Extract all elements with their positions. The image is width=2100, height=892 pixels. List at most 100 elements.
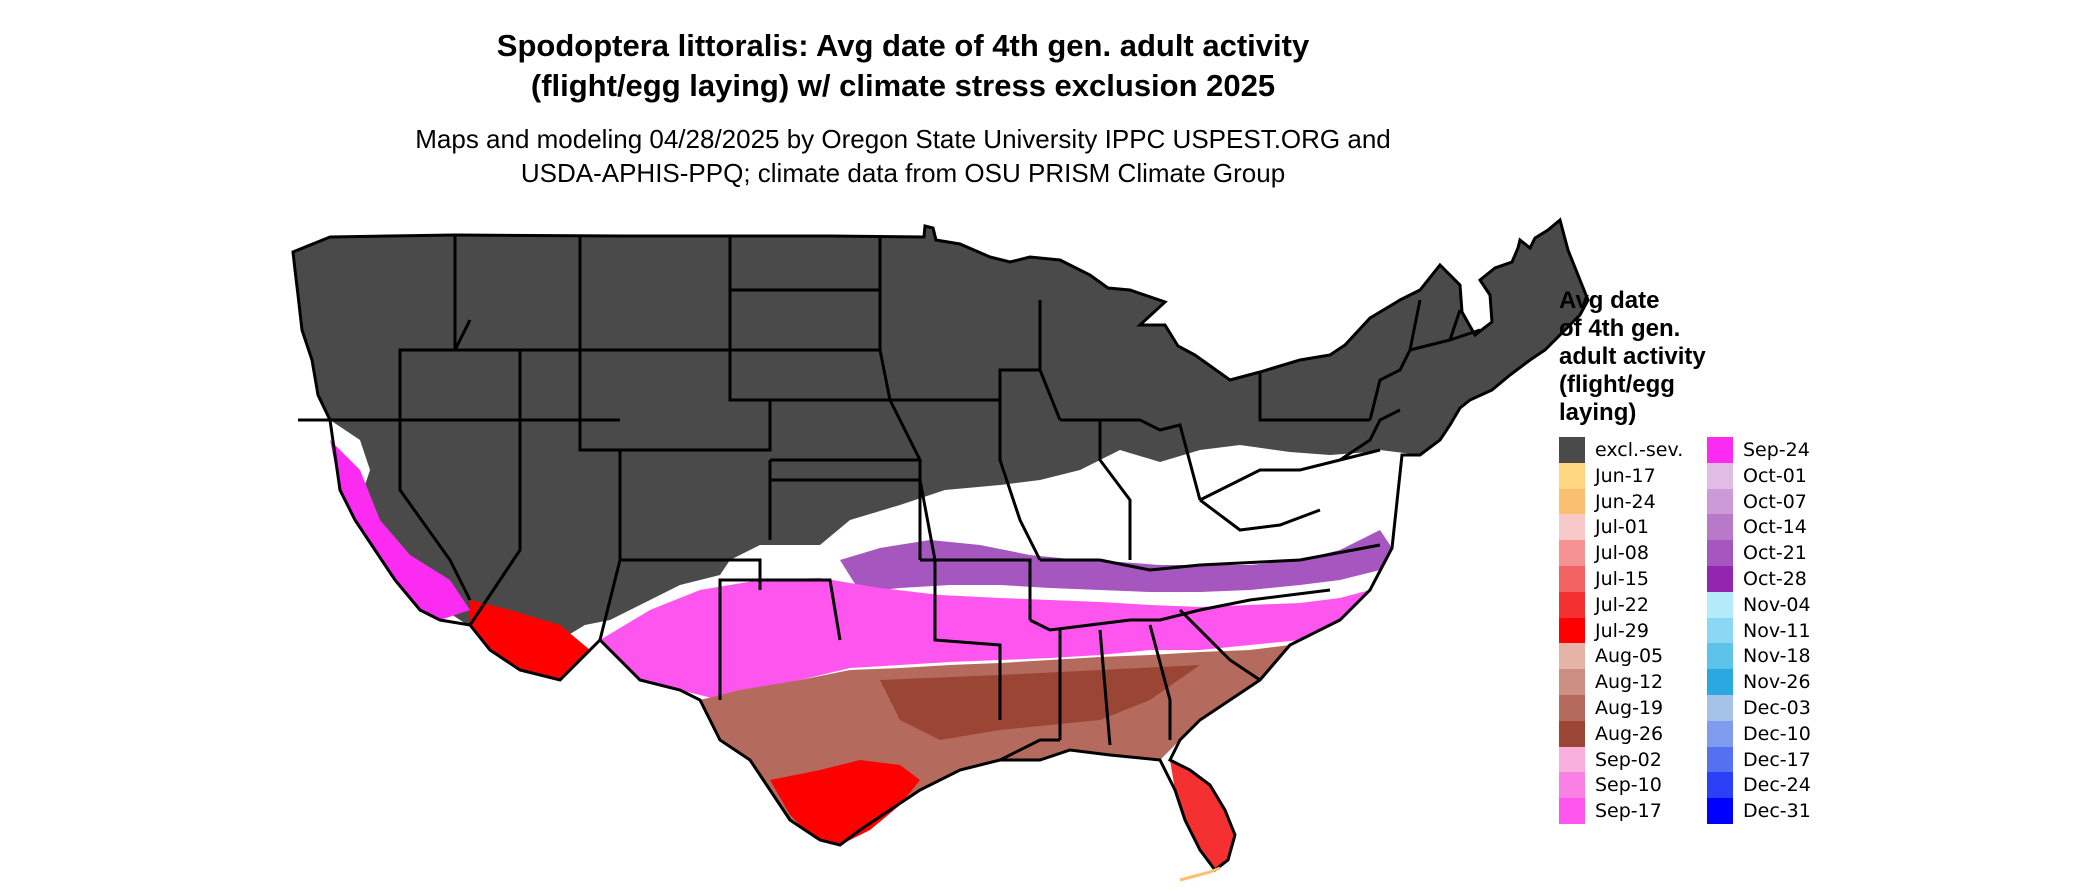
legend-label: Nov-04 [1743, 593, 1811, 616]
legend-label: Nov-11 [1743, 619, 1811, 642]
legend-swatch [1559, 669, 1585, 696]
legend-swatch [1559, 540, 1585, 567]
legend-label: Nov-26 [1743, 671, 1811, 694]
legend-label: Aug-26 [1595, 722, 1664, 745]
legend-entry: Aug-12 [1559, 669, 1664, 696]
legend-swatch [1559, 591, 1585, 618]
legend-label: Dec-24 [1743, 774, 1811, 797]
subtitle-line-2: USDA-APHIS-PPQ; climate data from OSU PR… [520, 158, 1286, 188]
legend-entry: Aug-05 [1559, 643, 1663, 670]
legend-swatch [1707, 695, 1733, 721]
legend-label: Oct-28 [1743, 568, 1807, 590]
legend-label: Jul-29 [1595, 619, 1649, 642]
legend-swatch [1559, 488, 1585, 515]
legend-entry: Sep-24 [1707, 437, 1810, 463]
legend-label: Sep-17 [1595, 800, 1662, 823]
legend-swatch [1707, 669, 1733, 696]
legend-entry: Dec-10 [1707, 720, 1811, 747]
legend-swatch [1559, 746, 1585, 773]
legend-entry: Sep-02 [1559, 746, 1662, 773]
us-landmass [293, 220, 1588, 660]
legend-swatch [1707, 798, 1733, 825]
legend-label: Dec-17 [1743, 748, 1811, 771]
legend-swatch [1559, 514, 1585, 541]
title-line-1: Spodoptera littoralis: Avg date of 4th g… [496, 28, 1310, 63]
title-line-2: (flight/egg laying) w/ climate stress ex… [530, 68, 1276, 103]
september-west [330, 440, 470, 620]
legend-label: Sep-24 [1743, 439, 1810, 461]
legend-swatch [1559, 720, 1585, 747]
legend-entry: Dec-17 [1707, 746, 1811, 773]
subtitle-line-1: Maps and modeling 04/28/2025 by Oregon S… [415, 124, 1391, 154]
legend-entry: Dec-24 [1707, 772, 1811, 799]
july-zone-texas [770, 760, 920, 845]
legend-entry: Oct-01 [1707, 462, 1807, 489]
legend-entry: Nov-18 [1707, 643, 1811, 670]
legend-swatch [1559, 437, 1585, 463]
legend-entry: Dec-31 [1707, 798, 1811, 825]
october-band [840, 530, 1392, 592]
legend-entry: Jul-08 [1559, 540, 1649, 567]
legend-entry: Nov-26 [1707, 669, 1811, 696]
legend-label: Dec-03 [1743, 697, 1811, 719]
legend-swatch [1707, 488, 1733, 515]
legend-entry: Oct-14 [1707, 514, 1807, 541]
legend-label: Dec-10 [1743, 722, 1811, 745]
legend-label: Aug-19 [1595, 697, 1664, 719]
legend-swatch [1707, 437, 1733, 463]
july-zone-florida [1170, 760, 1235, 870]
legend-title-line: Avg date [1559, 287, 1660, 314]
legend-swatch [1707, 462, 1733, 489]
legend-label: Oct-01 [1743, 464, 1807, 487]
legend-swatch [1559, 695, 1585, 721]
legend-entry: Jul-01 [1559, 514, 1649, 541]
legend-entry: Sep-17 [1559, 798, 1662, 825]
legend-swatch [1559, 617, 1585, 644]
legend-title-line: of 4th gen. [1559, 315, 1681, 342]
legend-label: Sep-02 [1595, 748, 1662, 771]
legend-entry: Jul-22 [1559, 591, 1649, 618]
legend-label: Jun-24 [1595, 490, 1656, 513]
legend-label: Jun-17 [1595, 464, 1656, 487]
legend-label: Oct-14 [1743, 516, 1807, 539]
legend-label: Jul-08 [1595, 542, 1649, 565]
legend-swatch [1707, 540, 1733, 567]
legend-swatch [1559, 798, 1585, 825]
legend-label: Oct-07 [1743, 490, 1807, 513]
legend-entry: Oct-21 [1707, 540, 1807, 567]
july-zone-arizona [470, 600, 590, 680]
legend-swatch [1707, 720, 1733, 747]
legend-entry: Oct-28 [1707, 566, 1807, 592]
legend-entry: excl.-sev. [1559, 437, 1683, 463]
legend-label: Jul-15 [1595, 568, 1649, 590]
legend-swatch [1559, 566, 1585, 592]
legend-swatch [1707, 617, 1733, 644]
legend-title-line: laying) [1559, 399, 1637, 426]
legend-swatch [1559, 462, 1585, 489]
legend-entry: Aug-26 [1559, 720, 1664, 747]
legend-label: Jul-01 [1595, 516, 1649, 539]
legend-title-line: adult activity [1559, 343, 1706, 370]
legend-label: Sep-10 [1595, 774, 1662, 797]
legend-label: Jul-22 [1595, 593, 1649, 616]
legend-swatch [1559, 643, 1585, 670]
august-zone-dark [880, 665, 1200, 740]
legend-label: excl.-sev. [1595, 439, 1684, 461]
legend-entry: Jul-15 [1559, 566, 1649, 592]
legend-swatch [1707, 643, 1733, 670]
legend-entry: Nov-11 [1707, 617, 1811, 644]
legend-label: Aug-12 [1595, 671, 1664, 694]
september-band [600, 578, 1370, 700]
legend-swatch [1707, 591, 1733, 618]
legend-entry: Jun-17 [1559, 462, 1656, 489]
legend-swatch [1707, 746, 1733, 773]
legend-label: Dec-31 [1743, 800, 1811, 823]
legend-swatch [1707, 772, 1733, 799]
legend-swatch [1707, 566, 1733, 592]
legend-swatch [1707, 514, 1733, 541]
legend-title-line: (flight/egg [1559, 371, 1675, 398]
legend-entry: Sep-10 [1559, 772, 1662, 799]
legend-entry: Jun-24 [1559, 488, 1656, 515]
legend-entry: Jul-29 [1559, 617, 1649, 644]
